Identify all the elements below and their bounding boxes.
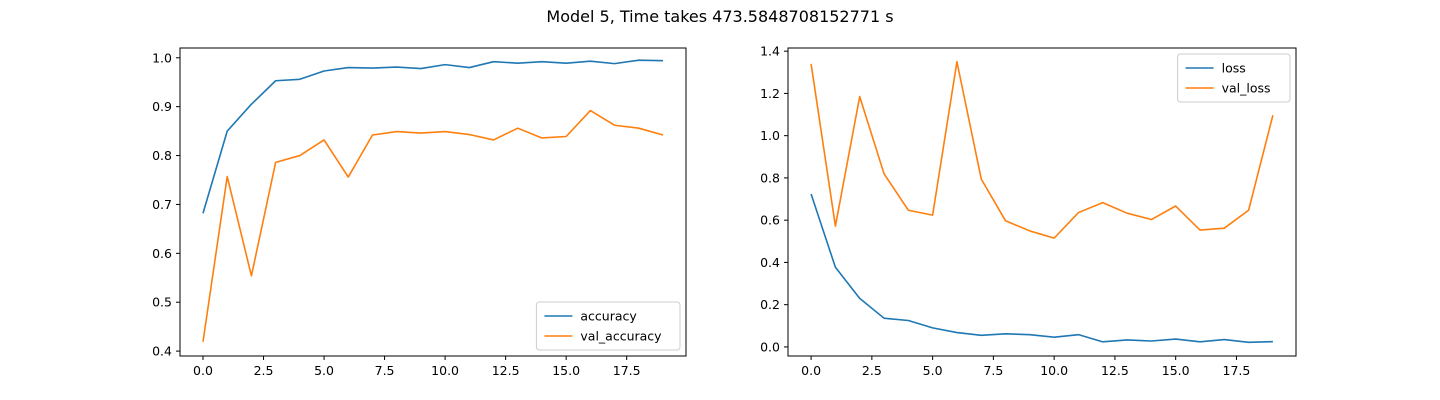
accuracy-chart-ytick-label: 0.7 xyxy=(152,197,172,212)
accuracy-chart-ytick-label: 1.0 xyxy=(152,50,172,65)
accuracy-chart-legend-label-val-accuracy: val_accuracy xyxy=(580,329,662,344)
accuracy-chart-xtick-label: 2.5 xyxy=(254,363,274,378)
loss-chart-series-val-loss xyxy=(810,60,1274,239)
loss-chart-xtick-label: 2.5 xyxy=(862,363,882,378)
loss-chart-xtick-label: 7.5 xyxy=(983,363,1003,378)
loss-chart-ytick-label: 0.6 xyxy=(760,213,780,228)
loss-chart-frame xyxy=(787,47,1297,357)
accuracy-chart-ytick-label: 0.9 xyxy=(152,99,172,114)
accuracy-chart-series-accuracy xyxy=(202,59,664,214)
loss-chart-xtick-label: 0.0 xyxy=(801,363,821,378)
accuracy-chart-ytick-label: 0.4 xyxy=(152,344,172,359)
accuracy-chart-legend-label-accuracy: accuracy xyxy=(580,309,637,324)
loss-chart-xtick-label: 5.0 xyxy=(923,363,943,378)
loss-chart-xtick-label: 10.0 xyxy=(1040,363,1068,378)
accuracy-chart-frame xyxy=(179,47,687,357)
accuracy-chart-xtick-label: 5.0 xyxy=(314,363,334,378)
loss-chart-legend-label-loss: loss xyxy=(1222,61,1246,76)
loss-chart-ytick-label: 0.2 xyxy=(760,297,780,312)
accuracy-chart-xtick-label: 12.5 xyxy=(492,363,520,378)
accuracy-axes: 0.0 2.5 5.0 7.5 10.0 12.5 15.0 17.5 0.4 0.5 0.6 0.7… xyxy=(152,47,687,378)
loss-chart-legend xyxy=(1177,53,1291,103)
loss-chart-ytick-label: 1.2 xyxy=(760,86,780,101)
accuracy-chart-xtick-label: 0.0 xyxy=(193,363,213,378)
accuracy-chart-ytick-label: 0.8 xyxy=(152,148,172,163)
accuracy-chart-legend xyxy=(535,301,681,351)
loss-chart-xtick-label: 15.0 xyxy=(1162,363,1190,378)
loss-chart-ytick-label: 0.8 xyxy=(760,170,780,185)
accuracy-chart-series-val-accuracy xyxy=(202,109,664,342)
loss-chart-legend-label-val-loss: val_loss xyxy=(1222,81,1271,96)
accuracy-chart-ytick-label: 0.6 xyxy=(152,246,172,261)
loss-chart-series-loss xyxy=(810,193,1273,344)
accuracy-chart-ytick-label: 0.5 xyxy=(152,295,172,310)
loss-chart-xtick-label: 12.5 xyxy=(1101,363,1129,378)
loss-chart-ytick-label: 1.4 xyxy=(760,44,780,59)
loss-chart-ytick-label: 0.0 xyxy=(760,339,780,354)
accuracy-chart-xtick-label: 17.5 xyxy=(613,363,641,378)
accuracy-chart-xtick-label: 7.5 xyxy=(375,363,395,378)
accuracy-chart-xtick-label: 15.0 xyxy=(552,363,580,378)
loss-axes: 0.0 2.5 5.0 7.5 10.0 12.5 15.0 17.5 0.0 0.2 0.4 0.6… xyxy=(760,44,1297,378)
loss-chart-xtick-label: 17.5 xyxy=(1223,363,1251,378)
loss-chart-ytick-label: 1.0 xyxy=(760,128,780,143)
figure-title: Model 5, Time takes 473.5848708152771 s xyxy=(546,7,893,26)
loss-chart-ytick-label: 0.4 xyxy=(760,255,780,270)
accuracy-chart-xtick-label: 10.0 xyxy=(431,363,459,378)
